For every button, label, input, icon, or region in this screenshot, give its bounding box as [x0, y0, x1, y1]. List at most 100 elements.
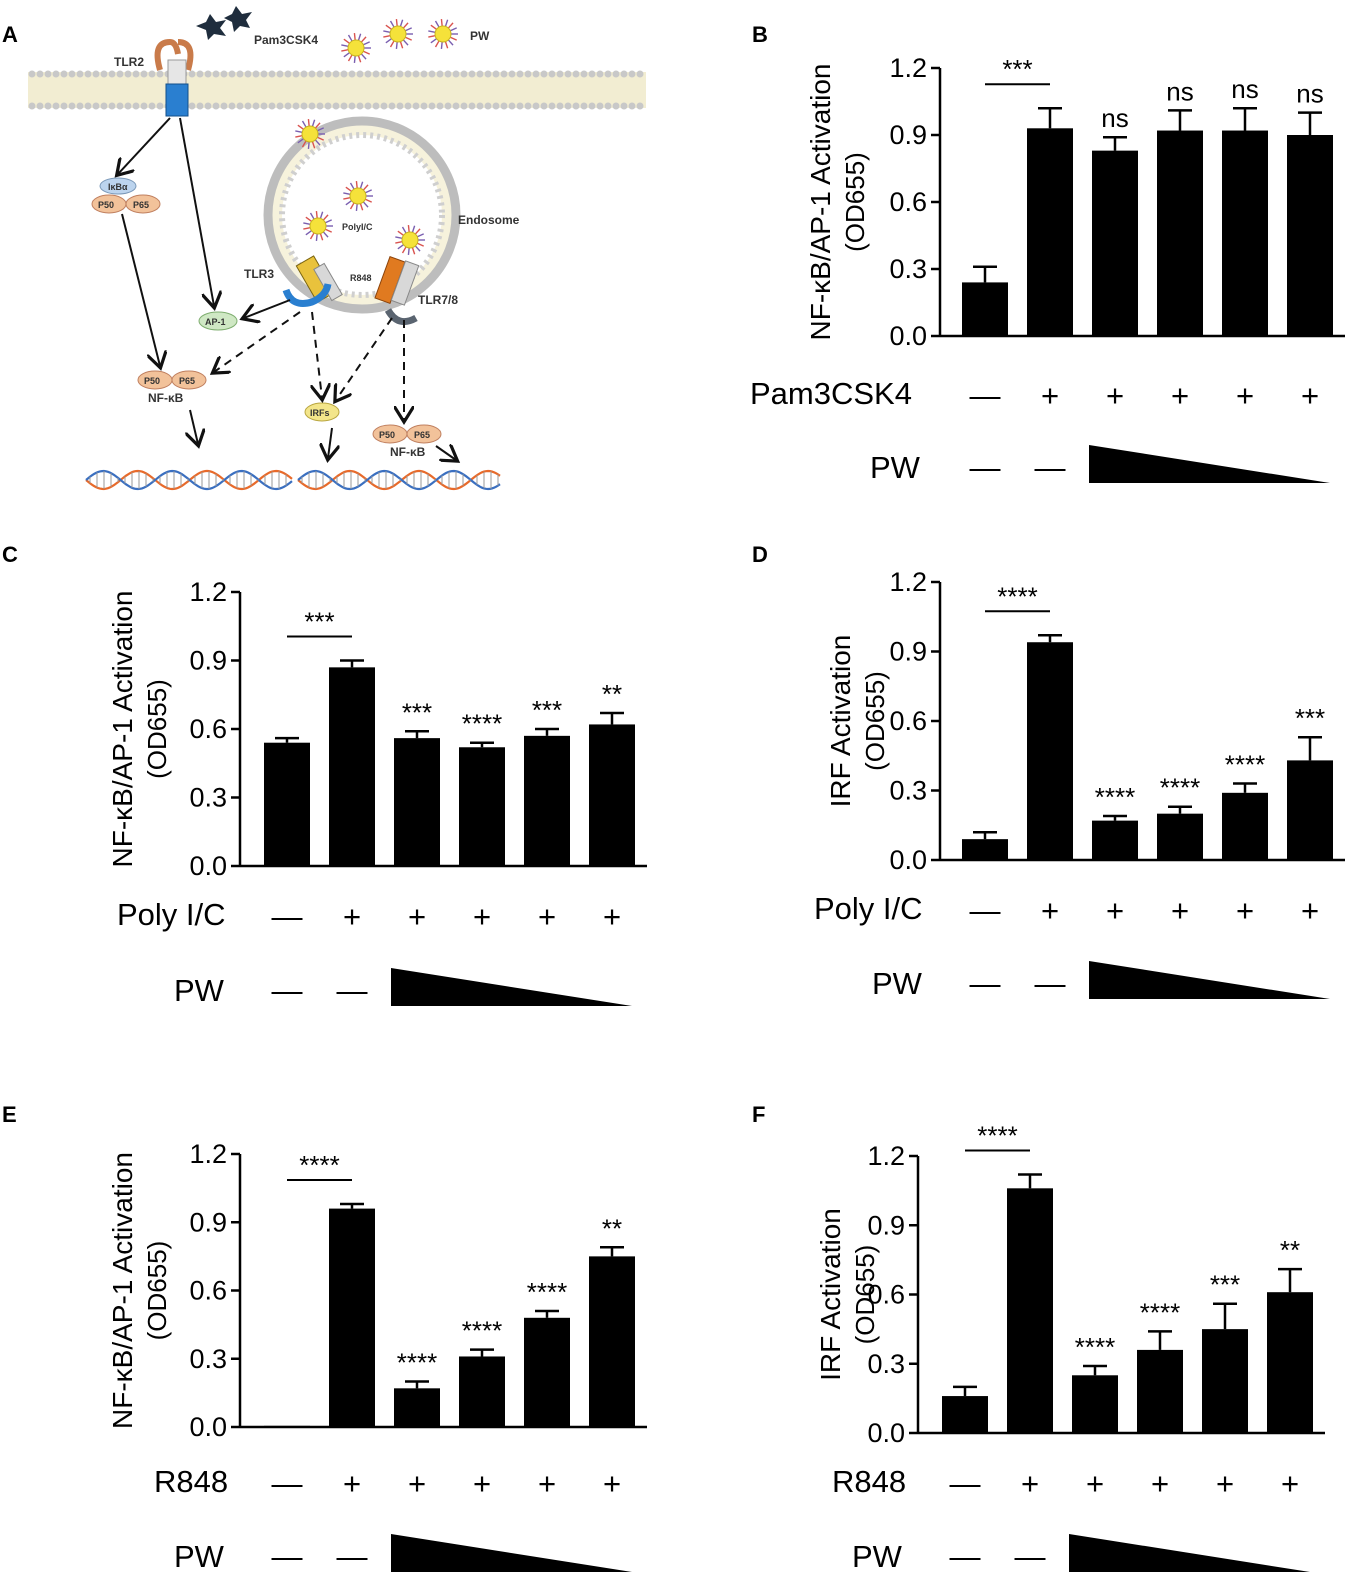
- irfs-icon: [304, 402, 340, 422]
- stimulus-sign-b-2: +: [1041, 378, 1059, 413]
- bar-b-6: [1287, 135, 1333, 336]
- pw-sign-f-1: —: [950, 1539, 981, 1574]
- pw-sign-e-2: —: [337, 1539, 368, 1574]
- bar-d-3: [1092, 820, 1138, 860]
- pw-dose-wedge-e: [391, 1534, 632, 1572]
- bar-b-4: [1157, 130, 1203, 336]
- pw-label-d: PW: [872, 966, 923, 1001]
- bar-d-1: [962, 839, 1008, 860]
- chart-panel-b: 0.0 0.3 0.6 0.9 1.2 NF-κB/AP-1 Activation (OD6…: [750, 53, 1345, 485]
- y-tick-label-c: 0.0: [189, 851, 227, 881]
- y-tick-label-f: 0.6: [867, 1280, 905, 1310]
- bar-f-4: [1137, 1349, 1183, 1433]
- ikba-complex-icon: [91, 177, 161, 214]
- comparison-significance-d: ****: [997, 581, 1037, 611]
- ikba-label: IκBα: [108, 182, 128, 192]
- pw-label-f: PW: [852, 1539, 903, 1574]
- panel-label-f: F: [752, 1102, 765, 1127]
- stimulus-label-b: Pam3CSK4: [750, 376, 912, 411]
- y-axis-unit-b: (OD655): [840, 152, 870, 252]
- pw-nanoparticle-icon: [295, 19, 458, 255]
- bar-c-5: [524, 735, 570, 866]
- y-tick-label-c: 0.6: [189, 714, 227, 744]
- bar-c-2: [329, 667, 375, 866]
- y-tick-label-f: 0.9: [867, 1210, 905, 1240]
- significance-d-6: ***: [1295, 703, 1325, 733]
- bar-b-2: [1027, 128, 1073, 336]
- y-axis-unit-c: (OD655): [142, 679, 172, 779]
- stimulus-sign-e-1: —: [272, 1466, 303, 1501]
- stimulus-sign-c-3: +: [408, 899, 426, 934]
- pam3csk4-icon: [196, 6, 252, 40]
- tlr3-receptor-icon: [282, 255, 343, 307]
- bar-c-4: [459, 747, 505, 866]
- pw-sign-d-2: —: [1035, 966, 1066, 1001]
- y-tick-label-f: 0.3: [867, 1349, 905, 1379]
- p50-label-2: P50: [144, 376, 160, 386]
- stimulus-sign-e-3: +: [408, 1466, 426, 1501]
- pw-dose-wedge-d: [1089, 961, 1330, 999]
- pw-label-b: PW: [870, 450, 921, 485]
- y-tick-label-b: 0.0: [889, 321, 927, 351]
- stimulus-sign-b-3: +: [1106, 378, 1124, 413]
- chart-panel-c: 0.0 0.3 0.6 0.9 1.2 NF-κB/AP-1 Activation (OD6…: [107, 577, 647, 1008]
- pw-label-c: PW: [174, 973, 225, 1008]
- y-tick-label-c: 1.2: [189, 577, 227, 607]
- bar-d-4: [1157, 813, 1203, 860]
- significance-b-3: ns: [1101, 103, 1128, 133]
- tlr2-label: TLR2: [114, 55, 144, 69]
- bar-f-1: [942, 1396, 988, 1433]
- bar-f-5: [1202, 1329, 1248, 1433]
- stimulus-sign-f-1: —: [950, 1466, 981, 1501]
- signaling-diagram: Pam3CSK4 PW TLR2 TLR3 PolyI/C R848 TLR7/…: [28, 6, 646, 491]
- y-axis-label-b: NF-κB/AP-1 Activation: [805, 64, 836, 341]
- stimulus-sign-c-1: —: [272, 899, 303, 934]
- comparison-significance-e: ****: [299, 1150, 339, 1180]
- y-axis-label-f: IRF Activation: [815, 1208, 846, 1381]
- significance-c-6: **: [602, 679, 622, 709]
- stimulus-sign-d-4: +: [1171, 893, 1189, 928]
- pw-sign-c-1: —: [272, 973, 303, 1008]
- bar-d-2: [1027, 642, 1073, 860]
- endosome-label: Endosome: [458, 213, 520, 227]
- y-tick-label-e: 0.3: [189, 1344, 227, 1374]
- chart-panel-e: 0.0 0.3 0.6 0.9 1.2 NF-κB/AP-1 Activation (OD6…: [107, 1139, 647, 1574]
- y-tick-label-c: 0.3: [189, 783, 227, 813]
- y-tick-label-d: 0.0: [889, 845, 927, 875]
- tlr3-label: TLR3: [244, 267, 274, 281]
- y-tick-label-b: 0.6: [889, 187, 927, 217]
- stimulus-sign-e-5: +: [538, 1466, 556, 1501]
- p65-label-2: P65: [179, 376, 195, 386]
- stimulus-sign-c-2: +: [343, 899, 361, 934]
- pam3csk4-label: Pam3CSK4: [254, 33, 318, 47]
- comparison-significance-c: ***: [304, 607, 334, 637]
- y-tick-label-d: 1.2: [889, 567, 927, 597]
- y-tick-label-b: 1.2: [889, 53, 927, 83]
- pw-sign-b-2: —: [1035, 450, 1066, 485]
- panel-label-e: E: [2, 1102, 17, 1127]
- comparison-significance-f: ****: [977, 1120, 1017, 1150]
- y-tick-label-e: 0.0: [189, 1412, 227, 1442]
- stimulus-sign-d-2: +: [1041, 893, 1059, 928]
- nfkb-label-1: NF-κB: [148, 391, 184, 405]
- stimulus-sign-c-4: +: [473, 899, 491, 934]
- bar-f-6: [1267, 1292, 1313, 1433]
- y-axis-label-e: NF-κB/AP-1 Activation: [107, 1152, 138, 1429]
- significance-f-5: ***: [1210, 1270, 1240, 1300]
- bar-e-2: [329, 1208, 375, 1427]
- stimulus-sign-d-1: —: [970, 893, 1001, 928]
- pw-sign-c-2: —: [337, 973, 368, 1008]
- p65-label-1: P65: [133, 200, 149, 210]
- bar-e-4: [459, 1356, 505, 1427]
- stimulus-sign-b-6: +: [1301, 378, 1319, 413]
- significance-d-4: ****: [1160, 773, 1200, 803]
- bar-d-6: [1287, 760, 1333, 860]
- dna-helix-icon: [85, 469, 501, 491]
- p50-label-3: P50: [379, 430, 395, 440]
- significance-b-4: ns: [1166, 76, 1193, 106]
- y-tick-label-f: 1.2: [867, 1141, 905, 1171]
- pw-label: PW: [470, 29, 490, 43]
- y-axis-label-c: NF-κB/AP-1 Activation: [107, 591, 138, 868]
- bar-e-3: [394, 1388, 440, 1427]
